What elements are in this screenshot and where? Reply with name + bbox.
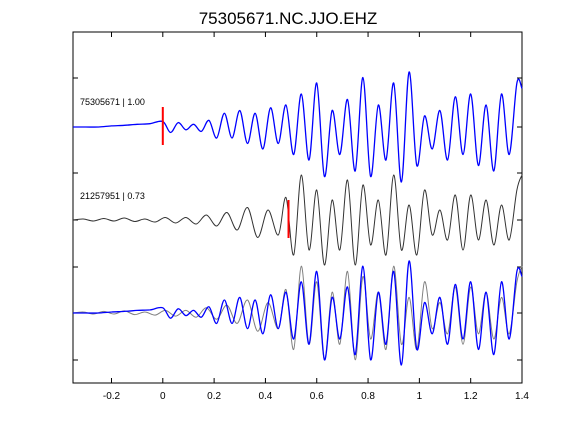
x-tick-label: 1 bbox=[417, 391, 423, 402]
pick-markers bbox=[161, 107, 290, 238]
trace-label: 75305671 | 1.00 bbox=[80, 97, 145, 107]
x-tick-label: 0.6 bbox=[310, 391, 324, 402]
trace-line-1 bbox=[73, 71, 523, 183]
x-tick-label: -0.2 bbox=[103, 391, 121, 402]
x-tick-label: 0.8 bbox=[361, 391, 375, 402]
x-tick-label: 0 bbox=[160, 391, 166, 402]
x-tick-label: 0.2 bbox=[207, 391, 221, 402]
trace-labels: 75305671 | 1.00 21257951 | 0.73 bbox=[80, 97, 145, 201]
trace-label: 21257951 | 0.73 bbox=[80, 191, 145, 201]
x-tick-label: 1.2 bbox=[464, 391, 478, 402]
x-axis: -0.2 0 0.2 0.4 0.6 0.8 1 1.2 1.4 bbox=[103, 32, 529, 402]
x-tick-label: 1.4 bbox=[515, 391, 529, 402]
chart-title: 75305671.NC.JJO.EHZ bbox=[199, 9, 378, 28]
trace-line-4 bbox=[73, 260, 523, 366]
traces bbox=[72, 71, 523, 366]
trace-line-2 bbox=[72, 174, 523, 266]
plot-frame bbox=[72, 31, 523, 384]
x-tick-label: 0.4 bbox=[258, 391, 272, 402]
